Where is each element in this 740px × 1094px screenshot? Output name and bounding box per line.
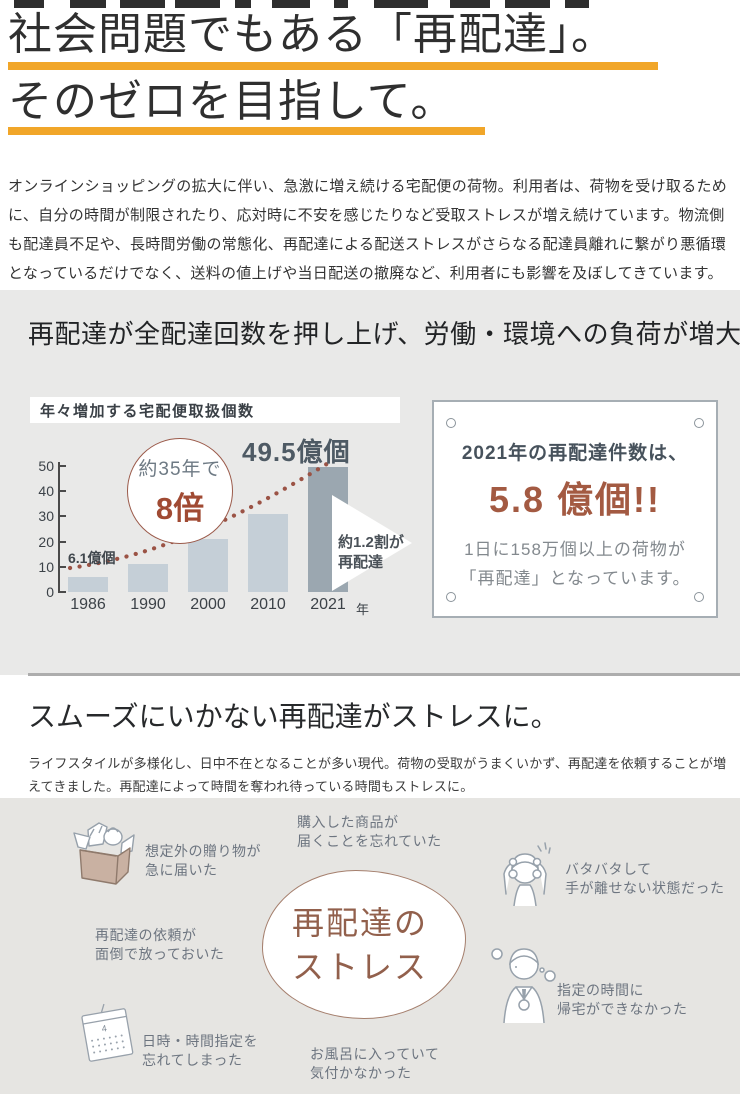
chart-bar — [248, 513, 288, 592]
title-underline-2 — [8, 127, 485, 135]
reason-forgot-schedule: 日時・時間指定を 忘れてしまった — [142, 1033, 258, 1068]
redelivery-count-board: 2021年の再配達件数は、 5.8 億個!! 1日に158万個以上の荷物が 「再… — [432, 400, 718, 618]
title-underline-1 — [8, 62, 658, 70]
growth-bubble: 約35年で 8倍 — [127, 438, 233, 544]
growth-bubble-period: 約35年で — [138, 459, 222, 480]
chart-y-tick — [60, 465, 66, 467]
blob-text-line2: ストレス — [291, 948, 428, 985]
chart-x-tick-label: 1990 — [130, 596, 166, 613]
chart-x-tick-label: 1986 — [70, 596, 106, 613]
chart-y-tick — [60, 540, 66, 543]
peak-bar-value-label: 49.5億個 — [242, 437, 351, 467]
screw-icon — [694, 418, 704, 428]
redelivery-share-label: 約1.2割が 再配達 — [338, 534, 404, 571]
chart-y-tick-label: 50 — [38, 458, 54, 474]
chart-y-axis — [58, 462, 60, 593]
gift-box-icon — [73, 822, 135, 885]
chart-x-tick-label: 2000 — [190, 596, 226, 613]
chart-title-bar: 年々増加する宅配便取扱個数 — [30, 397, 400, 423]
chart-y-tick — [60, 591, 66, 593]
cropped-heading-fragments — [14, 0, 589, 8]
redelivery-share-arrow-icon — [332, 495, 412, 591]
screw-icon — [446, 592, 456, 602]
chart-y-tick — [60, 565, 66, 568]
chart-x-tick-label: 2010 — [250, 596, 286, 613]
stress-section-heading: スムーズにいかない再配達がストレスに。 — [28, 701, 559, 732]
load-section-heading: 再配達が全配達回数を押し上げ、労働・環境への負荷が増大 — [28, 319, 740, 349]
page-title-line2: そのゼロを目指して。 — [8, 77, 456, 126]
chart-title: 年々増加する宅配便取扱個数 — [40, 402, 255, 420]
screw-icon — [446, 418, 456, 428]
chart-bar — [68, 576, 108, 592]
page-title-line1: 社会問題でもある「再配達」。 — [8, 10, 616, 59]
chart-y-tick-label: 40 — [38, 483, 54, 500]
reason-unexpected-gift: 想定外の贈り物が 急に届いた — [145, 843, 261, 878]
intro-paragraph: オンラインショッピングの拡大に伴い、急激に増え続ける宅配便の荷物。利用者は、荷物… — [8, 178, 728, 282]
chart-bar — [188, 539, 228, 592]
chart-y-tick-label: 30 — [38, 508, 54, 525]
redelivery-stress-blob: 再配達の ストレス — [262, 870, 466, 1019]
calendar-icon: 4 — [81, 1003, 134, 1062]
chart-y-tick-label: 20 — [38, 533, 54, 550]
board-detail-line1: 1日に158万個以上の荷物が — [464, 540, 686, 559]
worried-person-icon — [491, 948, 556, 1023]
svg-text:4: 4 — [101, 1023, 108, 1034]
chart-y-tick-label: 10 — [38, 558, 54, 575]
chart-bar — [128, 564, 168, 592]
board-headline: 2021年の再配達件数は、 — [461, 443, 689, 464]
stress-section-body: ライフスタイルが多様化し、日中不在となることが多い現代。荷物の受取がうまくいかず… — [28, 756, 727, 794]
reason-too-busy: バタバタして 手が離せない状態だった — [565, 861, 725, 896]
frazzled-person-icon — [503, 842, 551, 906]
growth-bubble-multiplier: 8倍 — [155, 491, 205, 526]
reason-forgot-purchase: 購入した商品が 届くことを忘れていた — [297, 814, 442, 849]
section-divider — [28, 673, 740, 676]
board-highlight-number: 5.8 億個!! — [488, 479, 662, 520]
chart-x-tick-label: 2021 — [310, 596, 346, 613]
chart-x-axis-unit: 年 — [356, 602, 370, 617]
reason-in-bath: お風呂に入っていて 気付かなかった — [310, 1046, 440, 1081]
board-detail-line2: 「再配達」となっています。 — [459, 569, 691, 588]
reason-not-home: 指定の時間に 帰宅ができなかった — [557, 982, 688, 1017]
screw-icon — [694, 592, 704, 602]
blob-text-line1: 再配達の — [291, 904, 428, 941]
chart-y-tick — [60, 490, 66, 493]
reason-postponed-request: 再配達の依頼が 面倒で放っておいた — [95, 927, 225, 962]
chart-plot: 2021 2010 2000 1990 1986 50 40 30 20 10 0 6.1億個 49… — [38, 430, 412, 630]
first-bar-value-label: 6.1億個 — [68, 550, 116, 566]
chart-y-tick — [60, 515, 66, 518]
chart-y-tick-label: 0 — [46, 584, 54, 600]
